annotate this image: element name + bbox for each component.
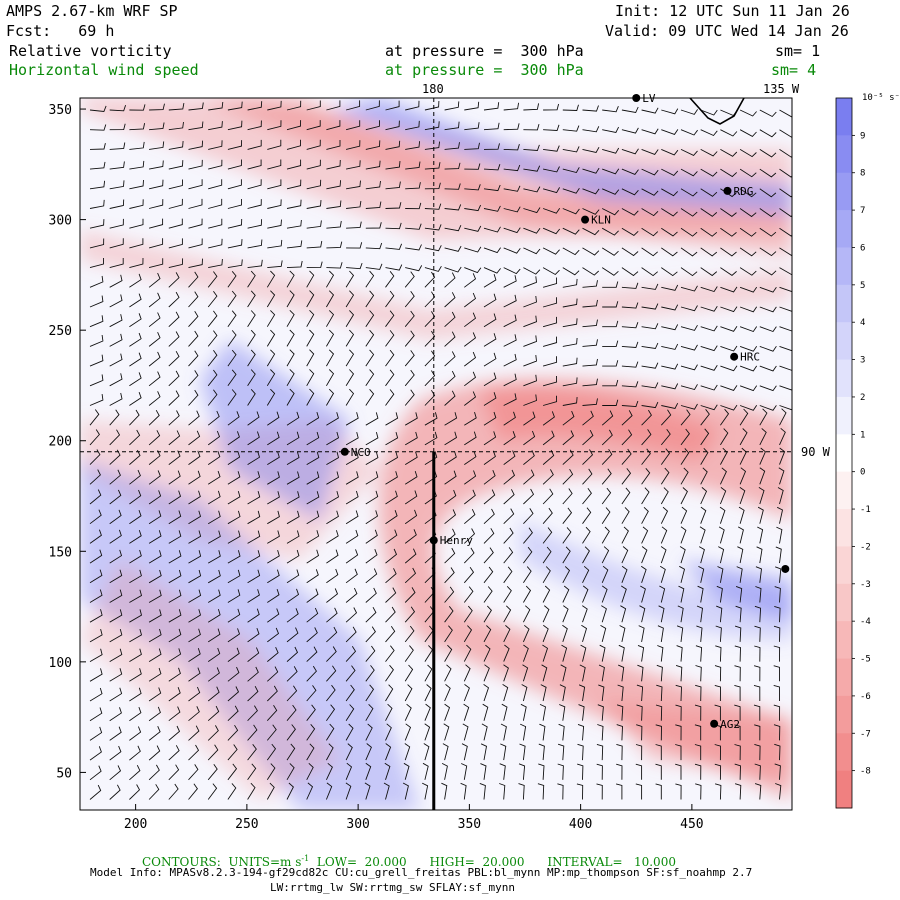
forecast-hour: Fcst: 69 h (6, 22, 115, 40)
colorbar-swatch (836, 583, 852, 622)
y-tick-label: 100 (49, 656, 72, 671)
colorbar: 9 8 7 6 5 4 3 2 1 0 -1 -2 -3 -4 -5 -6 -7 -8 (835, 97, 871, 809)
model-info-line2: LW:rrtmg_lw SW:rrtmg_sw SFLAY:sf_mynn (270, 881, 516, 894)
colorbar-label: 5 (860, 281, 865, 291)
colorbar-label: 8 (860, 169, 865, 179)
contour-info: CONTOURS: UNITS=m s-1 LOW= 20.000 HIGH= … (142, 852, 676, 869)
colorbar-swatch (836, 135, 852, 174)
contour-high: HIGH= 20.000 (429, 855, 525, 869)
station-label: RDG (733, 185, 753, 198)
x-tick-label: 350 (458, 817, 481, 832)
colorbar-swatch (836, 210, 852, 248)
station-label: NCO (351, 446, 371, 459)
init-time: Init: 12 UTC Sun 11 Jan 26 (615, 2, 850, 20)
colorbar-swatch (836, 172, 852, 211)
colorbar-swatch (836, 359, 852, 398)
colorbar-swatch (836, 733, 852, 772)
colorbar-label: -4 (860, 617, 871, 627)
model-info: Model Info: MPASv8.2.3-194-gf29cd82c CU:… (90, 866, 753, 879)
colorbar-swatch (836, 770, 852, 809)
colorbar-swatch (836, 396, 852, 435)
station-label: Henry (440, 534, 473, 547)
colorbar-label: 9 (860, 131, 865, 141)
field2-name: Horizontal wind speed (9, 61, 199, 79)
units-exponent: -1 (301, 854, 310, 863)
y-tick-label: 150 (49, 545, 72, 560)
colorbar-label: 0 (860, 468, 865, 478)
colorbar-label: 2 (860, 393, 865, 403)
field1-level: at pressure = 300 hPa (385, 42, 584, 60)
station-label: LV (642, 92, 656, 105)
y-tick-label: 300 (49, 214, 72, 229)
contours-label: CONTOURS: (142, 855, 221, 869)
units-label: UNITS=m s (228, 855, 302, 869)
model-title: AMPS 2.67-km WRF SP (6, 2, 178, 20)
colorbar-swatch (836, 247, 852, 286)
station-label: AG2 (720, 718, 740, 731)
contour-low: LOW= 20.000 (316, 855, 407, 869)
x-tick-label: 300 (346, 817, 369, 832)
colorbar-label: -2 (860, 542, 871, 552)
plot-frame (79, 97, 793, 811)
y-tick-label: 200 (49, 435, 72, 450)
colorbar-label: -3 (860, 580, 871, 590)
colorbar-swatch (836, 509, 852, 547)
field2-level: at pressure = 300 hPa (385, 61, 584, 79)
colorbar-swatch (836, 695, 852, 734)
station-marker (429, 536, 438, 545)
colorbar-label: -1 (860, 505, 871, 515)
y-tick-label: 250 (49, 324, 72, 339)
field2-smoothing: sm= 4 (771, 61, 817, 79)
colorbar-swatch (836, 98, 852, 136)
colorbar-label: -6 (860, 692, 871, 702)
colorbar-swatch (836, 658, 852, 697)
colorbar-label: 3 (860, 356, 865, 366)
colorbar-swatch (836, 621, 852, 660)
colorbar-swatch (836, 322, 852, 361)
station-label: KLN (591, 214, 611, 227)
field1-smoothing: sm= 1 (775, 42, 821, 60)
station-marker (632, 94, 641, 102)
valid-time: Valid: 09 UTC Wed 14 Jan 26 (605, 22, 849, 40)
contour-interval: INTERVAL= 10.000 (547, 855, 676, 869)
station-marker (730, 352, 739, 361)
colorbar-label: -5 (860, 655, 871, 665)
coastline (689, 98, 745, 125)
x-tick-label: 250 (235, 817, 258, 832)
colorbar-units: 10⁻⁵ s⁻¹ (862, 93, 900, 103)
colorbar-label: -8 (860, 767, 871, 777)
colorbar-label: 7 (860, 206, 865, 216)
station-marker (581, 215, 590, 224)
colorbar-label: 1 (860, 430, 865, 440)
colorbar-swatch (836, 434, 852, 473)
meridian-180-label: 180 (422, 82, 444, 96)
station-marker (781, 564, 790, 573)
colorbar-label: -7 (860, 729, 871, 739)
colorbar-swatch (836, 546, 852, 585)
station-marker (723, 186, 732, 195)
colorbar-label: 6 (860, 243, 865, 253)
wind-barbs (89, 100, 792, 800)
y-tick-label: 50 (56, 766, 72, 781)
colorbar-label: 4 (860, 318, 865, 328)
colorbar-swatch (836, 284, 852, 323)
x-tick-label: 400 (569, 817, 592, 832)
x-tick-label: 450 (680, 817, 703, 832)
station-marker (340, 447, 349, 456)
field1-name: Relative vorticity (9, 42, 172, 60)
y-tick-label: 350 (49, 103, 72, 118)
station-label: HRC (740, 351, 760, 364)
station-marker (710, 719, 719, 728)
meridian-135w-label: 135 W (763, 82, 800, 96)
colorbar-swatch (836, 471, 852, 510)
meridian-90w-label: 90 W (801, 445, 830, 459)
x-tick-label: 200 (124, 817, 147, 832)
